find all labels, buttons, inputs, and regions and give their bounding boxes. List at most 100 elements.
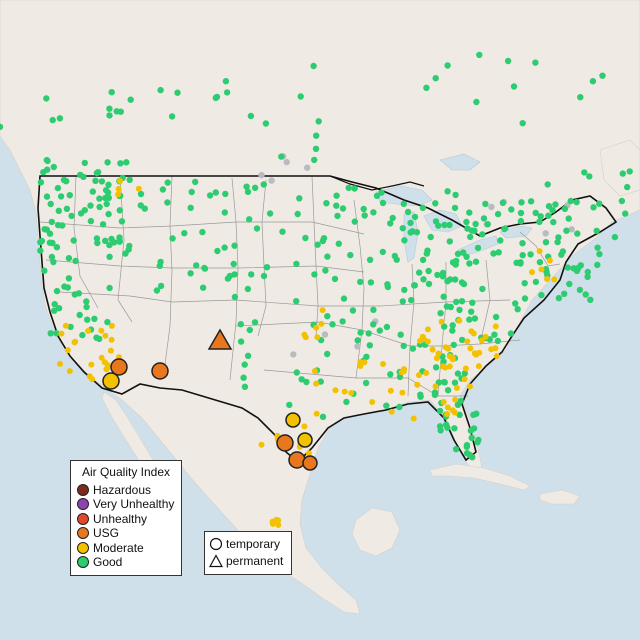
good-site-marker xyxy=(425,267,432,275)
good-site-marker xyxy=(339,205,347,212)
good-site-marker xyxy=(439,273,447,280)
good-site-marker xyxy=(538,291,545,299)
good-site-marker xyxy=(354,337,361,344)
good-site-marker xyxy=(181,230,188,237)
good-site-marker xyxy=(241,361,248,368)
good-site-marker xyxy=(349,307,357,314)
good-site-marker xyxy=(407,219,414,227)
good-site-marker xyxy=(444,424,451,431)
usg-swatch xyxy=(77,527,89,539)
good-site-marker xyxy=(48,253,56,261)
no-data-site-marker xyxy=(488,203,495,211)
good-site-marker xyxy=(463,443,470,450)
good-site-marker xyxy=(519,252,526,259)
good-site-marker xyxy=(311,156,318,164)
good-site-marker xyxy=(432,200,439,207)
good-site-marker xyxy=(532,59,539,66)
good-site-marker xyxy=(62,178,70,185)
good-site-marker xyxy=(61,283,68,290)
good-site-marker xyxy=(286,401,293,409)
good-site-marker xyxy=(494,337,502,345)
good-site-marker xyxy=(87,217,95,225)
moderate-site-marker xyxy=(493,353,500,360)
good-site-marker xyxy=(425,280,433,288)
good-site-marker xyxy=(106,105,113,112)
good-site-marker xyxy=(527,198,535,205)
good-site-marker xyxy=(504,57,512,65)
good-site-marker xyxy=(345,184,352,192)
good-site-marker xyxy=(461,370,468,377)
moderate-site-marker xyxy=(401,366,408,373)
good-site-marker xyxy=(519,240,526,247)
good-site-marker xyxy=(441,221,448,229)
good-site-marker xyxy=(437,310,444,317)
good-site-marker xyxy=(384,283,392,291)
good-site-marker xyxy=(96,203,103,211)
good-site-marker xyxy=(574,230,581,237)
good-site-marker xyxy=(378,189,385,196)
good-site-marker xyxy=(199,284,207,291)
good-site-marker xyxy=(479,285,486,293)
good-site-marker xyxy=(576,286,584,294)
moderate-site-marker xyxy=(544,276,551,282)
good-site-marker xyxy=(450,341,457,349)
good-site-marker xyxy=(593,227,600,234)
good-site-marker xyxy=(370,306,377,313)
good-site-marker xyxy=(206,192,214,199)
good-site-marker xyxy=(452,276,459,283)
good-site-marker xyxy=(508,206,515,213)
moderate-site-marker xyxy=(58,330,65,337)
good-site-marker xyxy=(577,94,584,101)
good-site-marker xyxy=(335,240,342,247)
good-site-marker xyxy=(81,159,89,167)
moderate-site-marker xyxy=(444,404,451,411)
good-site-marker xyxy=(517,217,525,225)
good-site-marker xyxy=(417,391,424,398)
moderate-site-marker xyxy=(492,323,499,330)
good-site-marker xyxy=(594,261,601,269)
good-site-marker xyxy=(365,330,372,337)
good-site-marker xyxy=(159,186,167,193)
good-site-marker xyxy=(319,413,327,420)
legend-item-hazardous: Hazardous xyxy=(77,483,151,497)
good-site-marker xyxy=(351,218,358,225)
good-site-marker xyxy=(106,284,113,292)
moderate-site-marker xyxy=(64,347,71,354)
very-unhealthy-swatch xyxy=(77,498,89,510)
good-site-marker xyxy=(199,228,206,236)
good-site-marker xyxy=(122,250,129,257)
good-site-marker xyxy=(312,145,320,152)
good-site-marker xyxy=(96,335,103,343)
good-site-marker xyxy=(510,83,518,90)
good-site-marker xyxy=(223,89,231,96)
good-site-marker xyxy=(389,214,396,222)
good-site-marker xyxy=(420,276,427,283)
good-site-marker xyxy=(475,436,482,444)
good-site-marker xyxy=(63,205,71,212)
good-site-marker xyxy=(480,215,488,222)
good-site-marker xyxy=(399,225,406,232)
moderate-site-marker xyxy=(536,248,543,255)
moderate-site-marker xyxy=(429,346,436,353)
good-site-marker xyxy=(37,179,45,186)
moderate-site-marker xyxy=(492,345,499,352)
good-site-marker xyxy=(452,191,459,199)
good-site-marker xyxy=(409,228,416,235)
good-site-marker xyxy=(54,184,62,192)
good-site-marker xyxy=(542,239,550,246)
good-site-marker xyxy=(399,298,406,305)
good-site-marker xyxy=(624,183,631,191)
good-site-marker xyxy=(53,330,60,337)
good-site-marker xyxy=(44,166,51,173)
moderate-site-marker xyxy=(467,383,473,390)
moderate-site-marker xyxy=(318,320,325,327)
moderate-site-marker xyxy=(332,387,339,394)
good-site-marker xyxy=(92,177,99,184)
good-site-marker xyxy=(56,115,64,122)
good-site-marker xyxy=(565,215,572,222)
good-site-marker xyxy=(302,234,309,242)
good-site-marker xyxy=(83,303,90,311)
good-site-marker xyxy=(376,327,383,334)
moderate-site-marker xyxy=(464,338,471,345)
good-site-marker xyxy=(453,298,460,306)
